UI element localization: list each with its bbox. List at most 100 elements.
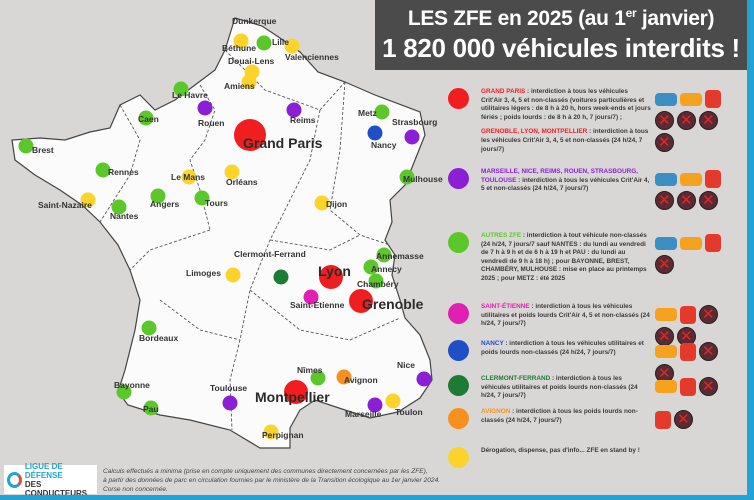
critair-banned-icon [699, 191, 718, 210]
city-dot-rennes [95, 162, 111, 178]
city-dot-nimes [310, 370, 326, 386]
city-dot-annecy [363, 259, 379, 275]
title-line2: 1 820 000 véhicules interdits ! [382, 33, 740, 63]
legend-item-purple: MARSEILLE, NICE, REIMS, ROUEN, STRASBOUR… [448, 168, 651, 200]
city-label-rouen: Rouen [198, 118, 224, 128]
legend-description: : interdiction à tout véhicule non-class… [481, 232, 647, 282]
vehicle-icons [655, 90, 739, 152]
city-label-nancy: Nancy [371, 140, 397, 150]
legend-description: : interdiction à tous les véhicules util… [481, 340, 644, 356]
truck-icon [705, 170, 721, 188]
critair-banned-icon [699, 305, 718, 324]
legend-dot [448, 447, 469, 468]
legend-dot [448, 408, 469, 429]
city-dot-bordeaux [141, 320, 157, 336]
logo-icon [7, 471, 22, 488]
car-icon [655, 236, 677, 250]
city-label-nimes: Nîmes [297, 365, 323, 375]
truck-icon [680, 342, 696, 361]
france-map: Dunkerque Lille Béthune Douai-Lens Valencien… [11, 16, 443, 449]
city-label-tours: Tours [205, 198, 228, 208]
city-label-nantes: Nantes [110, 211, 139, 221]
city-dot-tours [194, 190, 210, 206]
city-dot-amiens [241, 74, 257, 90]
city-dot-lyon [319, 265, 343, 289]
legend-zones: AUTRES ZFE [481, 232, 522, 239]
critair-banned-icon [677, 111, 696, 130]
city-label-bayonne: Bayonne [114, 380, 150, 390]
legend-description: : interdiction à tous les véhicules util… [481, 375, 638, 400]
city-label-strasbourg: Strasbourg [392, 117, 437, 127]
vehicle-icons [655, 377, 739, 396]
city-label-montpellier: Montpellier [255, 389, 330, 405]
legend-zones: AVIGNON [481, 408, 511, 415]
right-accent-bar [747, 0, 754, 500]
legend-dot [448, 88, 469, 109]
city-label-brest: Brest [32, 145, 54, 155]
critair-banned-icon [699, 111, 718, 130]
city-label-toulouse: Toulouse [210, 383, 247, 393]
vehicle-icons [655, 342, 739, 383]
title-line1-end: janvier) [636, 7, 715, 30]
city-dot-bethune [233, 33, 249, 49]
city-label-bordeaux: Bordeaux [139, 333, 178, 343]
legend-description: : interdiction à tous les véhicules Crit… [481, 88, 651, 121]
van-icon [655, 345, 677, 358]
legend-dot [448, 340, 469, 361]
title-line1-main: LES ZFE en 2025 (au 1 [407, 7, 626, 30]
van-icon [655, 308, 677, 321]
legend-zones: GRENOBLE, LYON, MONTPELLIER [481, 128, 588, 136]
legend-text: AVIGNON : interdiction à tous les poids … [481, 408, 651, 431]
city-dot-lille [256, 35, 272, 51]
legend-text: MARSEILLE, NICE, REIMS, ROUEN, STRASBOUR… [481, 168, 651, 200]
city-dot-avignon [336, 369, 352, 385]
legend-description: : interdiction à tous les véhicules Crit… [481, 176, 650, 193]
legend-paragraph: AVIGNON : interdiction à tous les poids … [481, 408, 651, 425]
legend-text: CLERMONT-FERRAND : interdiction à tous l… [481, 375, 651, 407]
city-label-angers: Angers [150, 199, 180, 209]
legend-description: Dérogation, dispense, pas d'info... ZFE … [481, 447, 640, 454]
legend-paragraph: Dérogation, dispense, pas d'info... ZFE … [481, 447, 651, 456]
logo-line2: DES CONDUCTEURS [24, 479, 88, 498]
city-label-chambery: Chambéry [357, 279, 399, 289]
city-dot-caen [138, 110, 154, 126]
legend-description: : interdiction à tous les véhicules util… [481, 303, 650, 328]
legend-zones: MARSEILLE, NICE, REIMS, ROUEN, STRASBOUR… [481, 168, 638, 184]
region-borders [99, 49, 401, 431]
city-dot-annemasse [376, 247, 392, 263]
city-label-annecy: Annecy [371, 264, 402, 274]
city-label-perpignan: Perpignan [262, 430, 304, 440]
legend-description: : interdiction à tous les véhicules Crit… [481, 128, 649, 153]
city-dot-marseille [367, 397, 383, 413]
legend-item-red: GRAND PARIS : interdiction à tous les vé… [448, 88, 651, 160]
footnote-line1: Calculs effectués a minima (prise en com… [103, 468, 428, 475]
van-icon [680, 172, 702, 186]
city-label-toulon: Toulon [395, 407, 423, 417]
city-dot-le-mans [181, 169, 197, 185]
legend-dot [448, 168, 469, 189]
legend-paragraph: SAINT-ÉTIENNE : interdiction à tous les … [481, 303, 651, 329]
city-label-reims: Reims [290, 115, 316, 125]
city-dot-nice [416, 371, 432, 387]
city-dot-montpellier [284, 380, 308, 404]
legend-paragraph: GRENOBLE, LYON, MONTPELLIER : interdicti… [481, 128, 651, 154]
car-icon [655, 172, 677, 186]
city-dot-nancy [367, 125, 383, 141]
city-label-limoges: Limoges [186, 268, 221, 278]
van-icon [680, 92, 702, 106]
legend-item-orange: AVIGNON : interdiction à tous les poids … [448, 408, 651, 431]
city-label-le-havre: Le Havre [172, 90, 208, 100]
city-label-lille: Lille [272, 37, 289, 47]
legend-text: NANCY : interdiction à tous les véhicule… [481, 340, 651, 363]
truck-icon [705, 234, 721, 252]
legend-zones: GRAND PARIS [481, 88, 526, 95]
city-label-le-mans: Le Mans [171, 172, 205, 182]
critair-banned-icon [655, 255, 674, 274]
legend-text: SAINT-ÉTIENNE : interdiction à tous les … [481, 303, 651, 335]
city-dot-grenoble [349, 289, 373, 313]
critair-banned-icon [677, 191, 696, 210]
legend-dot [448, 375, 469, 396]
critair-banned-icon [699, 342, 718, 361]
vehicle-icons [655, 170, 739, 210]
city-label-dunkerque: Dunkerque [232, 16, 277, 26]
